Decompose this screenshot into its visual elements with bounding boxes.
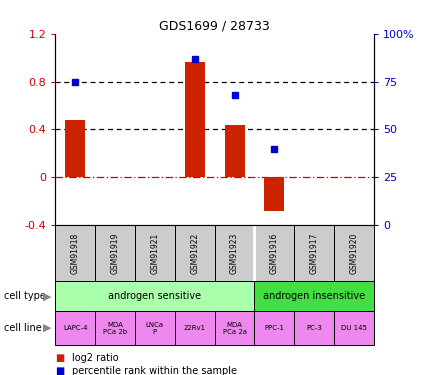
Text: GSM91923: GSM91923: [230, 232, 239, 274]
Text: GSM91921: GSM91921: [150, 232, 159, 274]
Text: LNCa
P: LNCa P: [146, 322, 164, 334]
Text: ▶: ▶: [42, 323, 51, 333]
Bar: [55, 225, 95, 281]
Text: GSM91918: GSM91918: [71, 232, 79, 274]
Text: cell type: cell type: [4, 291, 46, 301]
Text: MDA
PCa 2a: MDA PCa 2a: [223, 322, 246, 334]
Bar: [294, 225, 334, 281]
Text: DU 145: DU 145: [341, 325, 367, 331]
Text: GSM91919: GSM91919: [110, 232, 119, 274]
Text: ■: ■: [55, 366, 65, 375]
Text: PC-3: PC-3: [306, 325, 322, 331]
Bar: [255, 225, 294, 281]
Text: GSM91917: GSM91917: [310, 232, 319, 274]
Text: percentile rank within the sample: percentile rank within the sample: [72, 366, 237, 375]
Bar: [95, 225, 135, 281]
Bar: [185, 62, 205, 177]
Bar: [55, 281, 255, 311]
Text: androgen sensitive: androgen sensitive: [108, 291, 201, 301]
Bar: [65, 120, 85, 177]
Bar: [334, 225, 374, 281]
Text: PPC-1: PPC-1: [264, 325, 284, 331]
Text: GSM91920: GSM91920: [350, 232, 359, 274]
Bar: [294, 311, 334, 345]
Text: ▶: ▶: [42, 291, 51, 301]
Text: GSM91916: GSM91916: [270, 232, 279, 274]
Bar: [215, 311, 255, 345]
Text: GSM91922: GSM91922: [190, 232, 199, 274]
Bar: [135, 311, 175, 345]
Bar: [264, 177, 284, 211]
Text: log2 ratio: log2 ratio: [72, 353, 119, 363]
Bar: [255, 311, 294, 345]
Text: MDA
PCa 2b: MDA PCa 2b: [103, 322, 127, 334]
Title: GDS1699 / 28733: GDS1699 / 28733: [159, 20, 270, 33]
Bar: [215, 225, 255, 281]
Bar: [55, 311, 95, 345]
Bar: [224, 124, 244, 177]
Bar: [135, 225, 175, 281]
Bar: [334, 311, 374, 345]
Bar: [95, 311, 135, 345]
Text: cell line: cell line: [4, 323, 42, 333]
Bar: [175, 311, 215, 345]
Text: ■: ■: [55, 353, 65, 363]
Text: LAPC-4: LAPC-4: [63, 325, 88, 331]
Bar: [255, 281, 374, 311]
Text: androgen insensitive: androgen insensitive: [263, 291, 366, 301]
Text: 22Rv1: 22Rv1: [184, 325, 206, 331]
Bar: [175, 225, 215, 281]
